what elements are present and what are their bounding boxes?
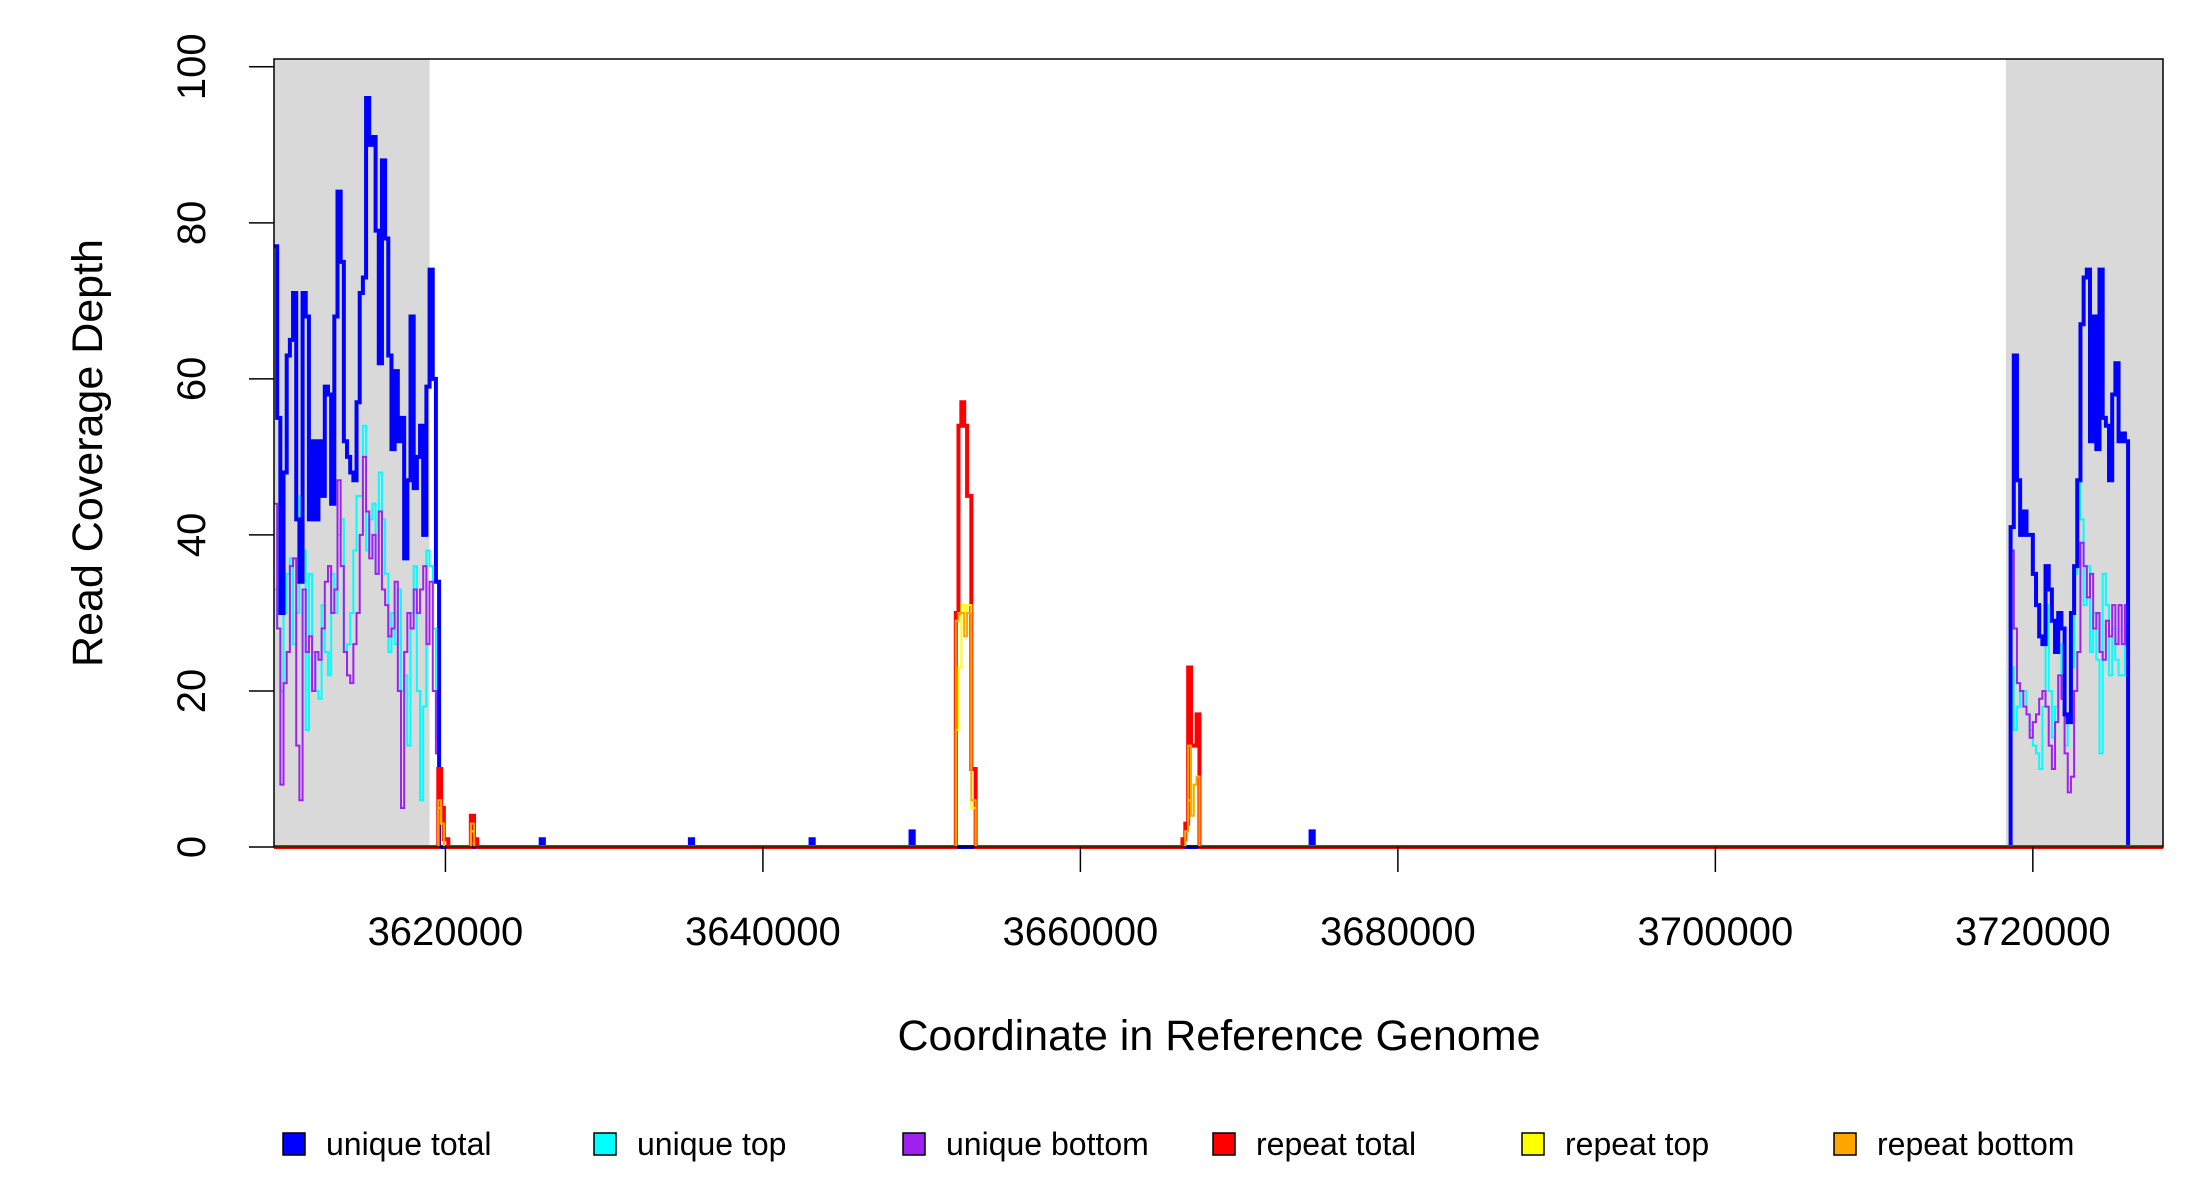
x-tick-label: 3620000 — [368, 910, 524, 954]
series-line — [274, 400, 2163, 849]
legend-swatch — [1212, 1132, 1236, 1156]
legend-swatch — [902, 1132, 926, 1156]
series-line — [274, 455, 2163, 848]
legend-label: unique total — [326, 1126, 491, 1162]
y-tick-label: 60 — [170, 357, 214, 402]
x-axis-label: Coordinate in Reference Genome — [898, 1012, 1541, 1060]
y-tick-label: 100 — [170, 33, 214, 100]
legend-swatch — [1833, 1132, 1857, 1156]
legend-swatch — [593, 1132, 617, 1156]
x-tick-label: 3680000 — [1320, 910, 1476, 954]
x-tick-label: 3700000 — [1637, 910, 1793, 954]
legend-swatch — [282, 1132, 306, 1156]
x-tick-label: 3640000 — [685, 910, 841, 954]
legend-label: unique bottom — [946, 1126, 1149, 1162]
series-line — [274, 96, 2163, 849]
y-tick-label: 0 — [170, 836, 214, 858]
legend-label: repeat top — [1565, 1126, 1709, 1162]
plot-frame — [273, 58, 2164, 848]
legend-label: unique top — [637, 1126, 786, 1162]
y-axis-label: Read Coverage Depth — [64, 239, 112, 667]
series-line — [274, 424, 2163, 848]
series-line — [274, 604, 2163, 848]
legend-label: repeat bottom — [1877, 1126, 2074, 1162]
y-tick-label: 20 — [170, 669, 214, 714]
x-tick-label: 3660000 — [1003, 910, 1159, 954]
legend-label: repeat total — [1256, 1126, 1416, 1162]
x-tick-label: 3720000 — [1955, 910, 2111, 954]
legend-swatch — [1521, 1132, 1545, 1156]
y-tick-label: 40 — [170, 513, 214, 558]
series-line — [274, 611, 2163, 848]
y-tick-label: 80 — [170, 201, 214, 246]
shaded-region — [2005, 59, 2163, 847]
